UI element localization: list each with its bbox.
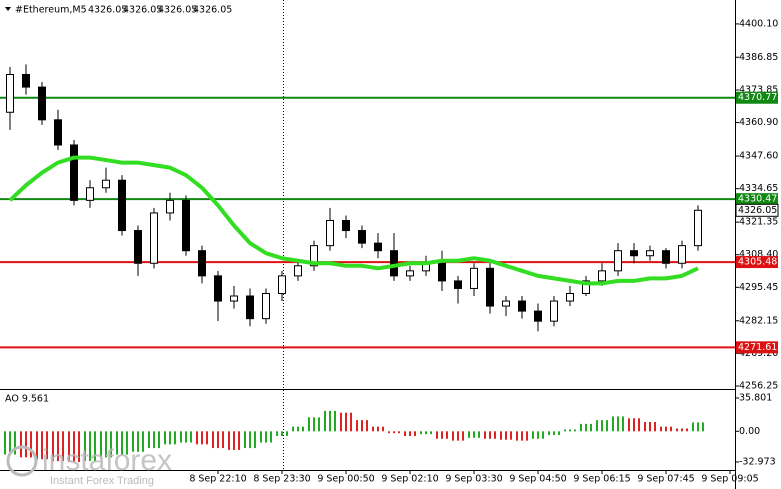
- ohlc-high: 4326.05: [123, 5, 162, 16]
- y-tick-label: 4334.65: [739, 183, 778, 194]
- candle-body: [646, 250, 654, 257]
- candle-body: [294, 265, 302, 277]
- ao-tick-label: 35.801: [739, 393, 772, 404]
- candle-body: [134, 230, 142, 264]
- candle-body: [454, 280, 462, 289]
- candle-body: [502, 300, 510, 307]
- candle-body: [86, 187, 94, 201]
- candle-body: [486, 267, 494, 307]
- ohlc-close: 4326.05: [193, 5, 232, 16]
- x-tick-label: 8 Sep 23:30: [253, 474, 310, 485]
- x-tick-label: 9 Sep 07:45: [637, 474, 694, 485]
- candle-body: [534, 310, 542, 322]
- watermark-logo: [6, 445, 38, 477]
- y-tick-label: 4295.45: [739, 282, 778, 293]
- candle-body: [70, 144, 78, 201]
- watermark-tagline: Instant Forex Trading: [50, 475, 154, 487]
- x-tick-label: 9 Sep 04:50: [509, 474, 566, 485]
- x-tick-label: 9 Sep 06:15: [573, 474, 630, 485]
- level-label-box: [736, 193, 778, 206]
- candle-body: [374, 242, 382, 252]
- candle-body: [630, 250, 638, 257]
- y-tick-label: 4386.85: [739, 52, 778, 63]
- candle-body: [662, 250, 670, 264]
- y-tick-label: 4308.40: [739, 249, 778, 260]
- candle-body: [358, 230, 366, 244]
- ohlc-low: 4326.05: [158, 5, 197, 16]
- candle-body: [262, 292, 270, 320]
- y-tick-label: 4321.35: [739, 217, 778, 228]
- x-tick-label: 8 Sep 22:10: [189, 474, 246, 485]
- candle-body: [598, 270, 606, 282]
- watermark: instaforex Instant Forex Trading: [6, 444, 172, 487]
- y-tick-label: 4256.25: [739, 380, 778, 391]
- candle-body: [38, 86, 46, 121]
- y-tick-label: 4282.15: [739, 315, 778, 326]
- menu-arrow[interactable]: [5, 7, 11, 11]
- candle-body: [54, 119, 62, 146]
- candle-body: [390, 250, 398, 277]
- ao-tick-label: 0.00: [739, 426, 760, 437]
- candle-body: [6, 74, 14, 113]
- symbol-title: #Ethereum,M5: [15, 5, 87, 16]
- candle-body: [198, 250, 206, 277]
- candle-body: [22, 74, 30, 88]
- y-tick-label: 4347.60: [739, 151, 778, 162]
- level-label-box: [736, 256, 778, 269]
- candle-body: [614, 250, 622, 272]
- level-label: 4370.77: [738, 92, 777, 103]
- y-tick-label: 4400.10: [739, 18, 778, 29]
- candle-body: [230, 295, 238, 302]
- candle-body: [278, 275, 286, 294]
- x-tick-label: 9 Sep 00:50: [317, 474, 374, 485]
- y-tick-label: 4373.85: [739, 84, 778, 95]
- level-label: 4271.61: [738, 342, 777, 353]
- candle-body: [246, 295, 254, 320]
- x-tick-label: 9 Sep 03:30: [445, 474, 502, 485]
- watermark-brand: instaforex: [42, 444, 172, 477]
- candle-body: [550, 300, 558, 322]
- candle-body: [678, 245, 686, 264]
- y-tick-label: 4269.20: [739, 348, 778, 359]
- candle-body: [694, 209, 702, 247]
- candle-body: [102, 179, 110, 189]
- y-tick-label: 4360.90: [739, 117, 778, 128]
- level-label: 4305.48: [738, 257, 777, 268]
- candle-body: [214, 275, 222, 302]
- candle-body: [326, 219, 334, 247]
- moving-average: [8, 155, 699, 286]
- level-label-box: [736, 341, 778, 354]
- candle-body: [150, 212, 158, 264]
- ao-tick-label: -32.973: [739, 456, 776, 467]
- last-price-label: 4326.05: [738, 205, 777, 216]
- level-label-box: [736, 91, 778, 104]
- candle-body: [438, 262, 446, 282]
- candle-body: [566, 292, 574, 302]
- x-tick-label: 9 Sep 09:05: [701, 474, 758, 485]
- candle-body: [182, 199, 190, 252]
- indicator-title: AO 9.561: [5, 394, 49, 405]
- candle-body: [406, 270, 414, 277]
- ohlc-open: 4326.05: [88, 5, 127, 16]
- candle-body: [166, 199, 174, 214]
- last-price-box: [735, 203, 779, 217]
- candle-body: [518, 300, 526, 312]
- candle-body: [342, 219, 350, 232]
- level-label: 4330.47: [738, 194, 777, 205]
- candle-body: [470, 267, 478, 289]
- candle-body: [118, 179, 126, 232]
- candle-body: [582, 280, 590, 294]
- x-tick-label: 9 Sep 02:10: [381, 474, 438, 485]
- candle-body: [310, 245, 318, 267]
